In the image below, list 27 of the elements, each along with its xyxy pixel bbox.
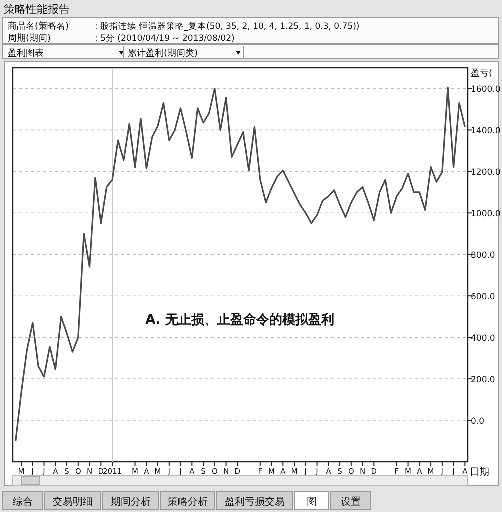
y-tick-label: 0.0 bbox=[471, 417, 485, 428]
text: 交易明细 bbox=[53, 496, 93, 508]
text: 累计盈利(期间类) bbox=[128, 48, 198, 59]
y-tick-label: 400.0 bbox=[471, 334, 496, 344]
text: 期间分析 bbox=[111, 496, 151, 508]
chart-title: 策略性能报告 bbox=[4, 3, 70, 16]
x-axis-title: 日期 bbox=[470, 466, 490, 478]
y-tick-label: 1000.0 bbox=[471, 210, 501, 220]
y-tick-label: 200.0 bbox=[471, 376, 496, 386]
y-tick-label: 1200.0 bbox=[471, 168, 501, 178]
text: 设置 bbox=[341, 496, 361, 508]
y-tick-label: 1400.0 bbox=[471, 126, 501, 137]
text: 周期(期间) bbox=[8, 33, 52, 44]
y-axis-title: 盈亏( bbox=[471, 68, 493, 79]
annotation: A. 无止损、止盈命令的模拟盈利 bbox=[146, 312, 334, 328]
text: 盈利亏损交易 bbox=[225, 496, 285, 508]
y-tick-label: 600.0 bbox=[471, 292, 496, 303]
y-tick-label: 1600.0 bbox=[471, 85, 501, 96]
line-series bbox=[15, 86, 466, 442]
text: 图 bbox=[307, 497, 317, 508]
text: : 5分 (2010/04/19 ~ 2013/08/02) bbox=[95, 33, 235, 44]
text: 盈利图表 bbox=[8, 48, 44, 59]
text: 商品名(策略名) bbox=[8, 21, 70, 32]
text: 策略分析 bbox=[168, 496, 208, 508]
y-tick-label: 800.0 bbox=[471, 251, 496, 262]
text: 综合 bbox=[13, 496, 33, 508]
text: : 股指连续 恒温器策略_复本(50, 35, 2, 10, 4, 1.25, 1, 0.3, 0.75)) bbox=[95, 21, 360, 32]
